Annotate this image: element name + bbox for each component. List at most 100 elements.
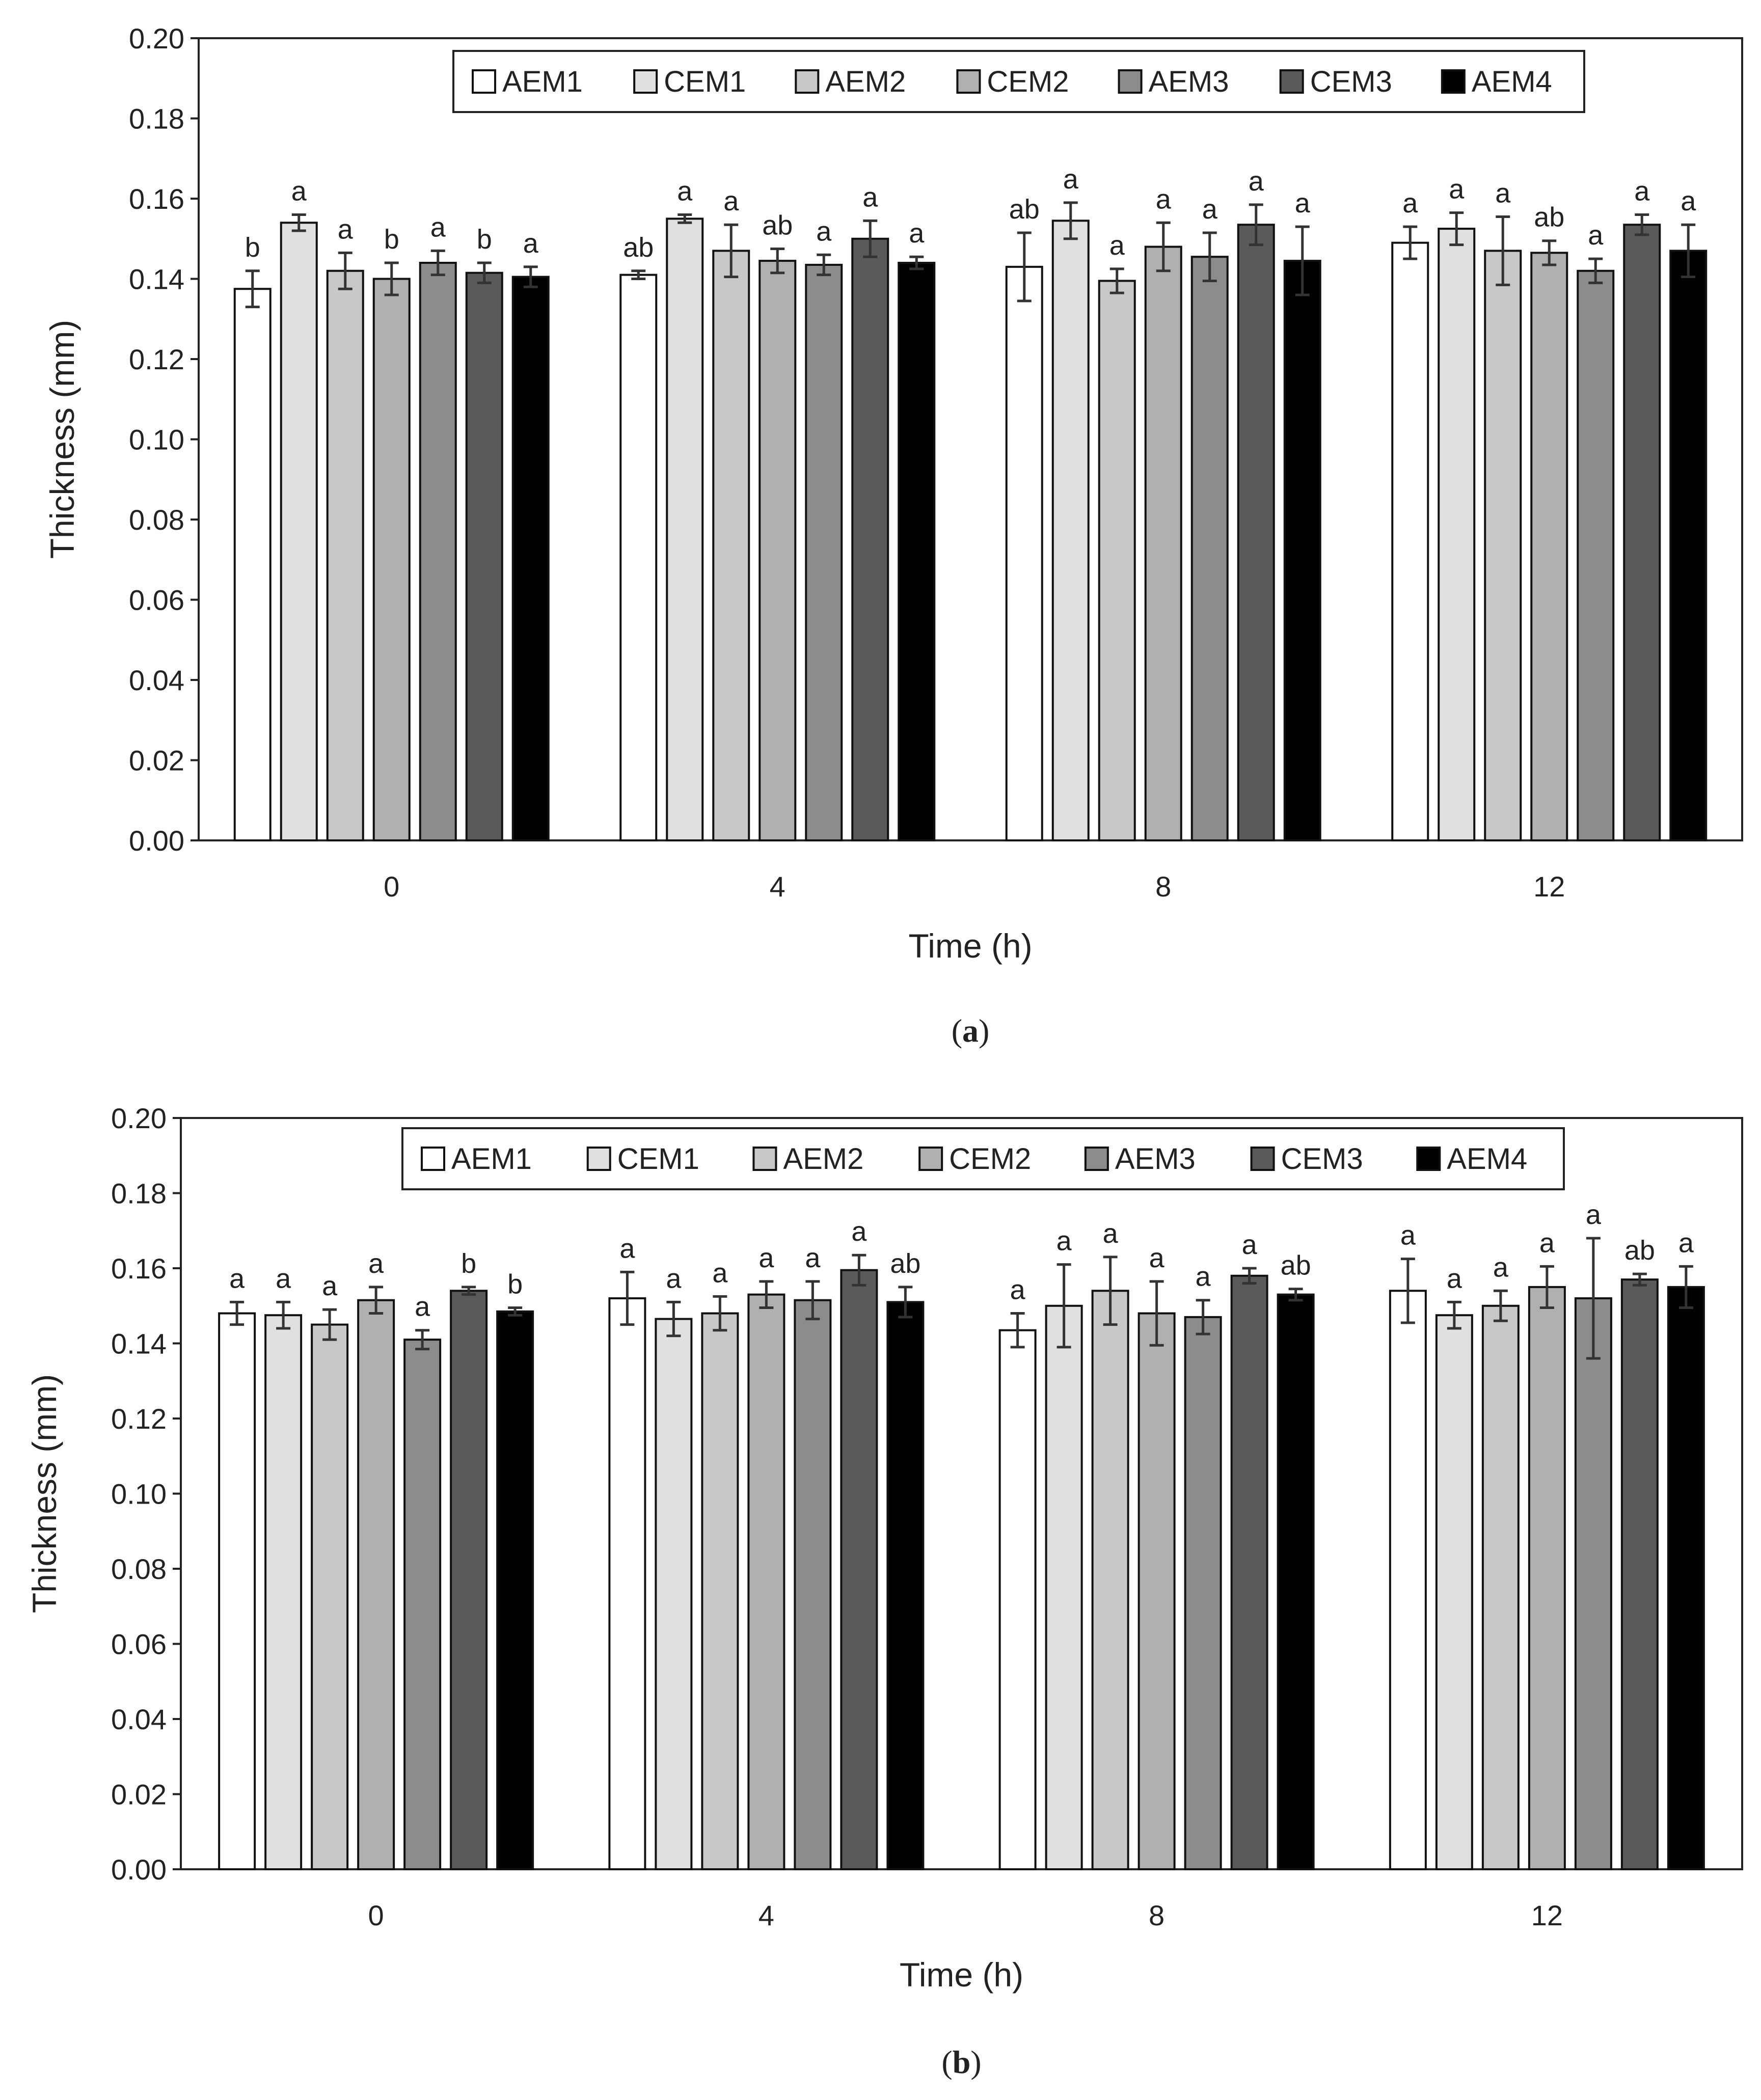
y-axis-label: Thickness (mm) <box>43 320 81 559</box>
y-tick-label: 0.16 <box>129 183 184 215</box>
significance-letter: a <box>712 1258 728 1288</box>
significance-letter: a <box>1539 1228 1555 1258</box>
bar-aem3 <box>1184 1316 1222 1870</box>
legend-label-aem4: AEM4 <box>1472 65 1552 98</box>
legend-swatch-cem2 <box>956 69 981 94</box>
bar-cem3 <box>1623 224 1661 841</box>
bar-aem4 <box>496 1310 534 1870</box>
y-tick-label: 0.00 <box>129 825 184 857</box>
significance-letter: a <box>1449 174 1465 205</box>
significance-letter: b <box>477 224 492 255</box>
x-axis-label: Time (h) <box>900 1956 1023 1994</box>
bar-cem2 <box>1528 1286 1566 1870</box>
significance-letter: a <box>1103 1218 1119 1249</box>
significance-letter: a <box>1156 184 1172 214</box>
y-tick-label: 0.12 <box>111 1403 167 1435</box>
x-tick-label: 4 <box>770 870 785 903</box>
significance-letter: a <box>851 1216 867 1247</box>
bar-aem3 <box>794 1299 832 1870</box>
bar-cem3 <box>1620 1278 1659 1870</box>
y-tick-label: 0.04 <box>111 1703 167 1735</box>
bar-cem2 <box>1137 1312 1176 1870</box>
significance-letter: a <box>677 176 693 207</box>
bar-aem3 <box>419 262 457 841</box>
y-tick-label: 0.02 <box>111 1779 167 1811</box>
significance-letter: ab <box>1009 194 1040 225</box>
legend-label-cem2: CEM2 <box>987 65 1069 98</box>
significance-letter: a <box>523 228 539 259</box>
legend-swatch-aem4 <box>1416 1147 1441 1171</box>
significance-letter: ab <box>762 210 793 240</box>
legend-label-cem3: CEM3 <box>1281 1142 1363 1176</box>
bar-aem2 <box>712 250 750 841</box>
chart-panel-a: 0.00 0.02 0.04 0.06 0.08 0.10 0.12 0.14 0.16 0.18… <box>43 22 1743 1049</box>
bar-aem4 <box>1277 1293 1315 1870</box>
legend-swatch-aem1 <box>421 1147 445 1171</box>
y-tick-label: 0.18 <box>111 1178 167 1210</box>
y-tick-label: 0.16 <box>111 1252 167 1285</box>
bar-cem3 <box>1237 224 1275 841</box>
significance-letter: a <box>1295 188 1311 219</box>
bar-aem3 <box>403 1339 442 1870</box>
significance-letter: a <box>1400 1220 1416 1251</box>
y-tick-label: 0.06 <box>111 1628 167 1660</box>
bar-aem4 <box>511 276 550 841</box>
bar-cem1 <box>666 217 704 841</box>
significance-letter: a <box>1634 176 1650 207</box>
bar-aem4 <box>1667 1286 1705 1870</box>
significance-letter: b <box>507 1269 523 1299</box>
bar-cem3 <box>465 271 503 841</box>
significance-letter: a <box>1681 186 1696 216</box>
significance-letter: a <box>1196 1262 1211 1292</box>
legend-label-aem1: AEM1 <box>502 65 583 98</box>
bar-cem3 <box>1230 1274 1268 1870</box>
significance-letter: ab <box>1624 1235 1655 1266</box>
significance-letter: a <box>1447 1263 1462 1294</box>
bar-aem1 <box>1391 241 1429 841</box>
significance-letter: a <box>276 1263 291 1294</box>
significance-letter: a <box>1678 1228 1694 1258</box>
legend-label-cem1: CEM1 <box>664 65 746 98</box>
panel-caption: (b) <box>941 2044 981 2080</box>
bar-aem2 <box>701 1312 739 1870</box>
significance-letter: a <box>229 1263 245 1294</box>
y-tick-label: 0.10 <box>111 1478 167 1510</box>
bar-aem1 <box>608 1297 646 1870</box>
significance-letter: ab <box>1534 202 1564 233</box>
legend-swatch-cem2 <box>918 1147 943 1171</box>
bar-aem2 <box>1091 1290 1129 1870</box>
legend-label-aem3: AEM3 <box>1149 65 1229 98</box>
legend-label-cem2: CEM2 <box>949 1142 1031 1176</box>
y-tick-label: 0.14 <box>111 1328 167 1360</box>
significance-letter: a <box>666 1263 682 1294</box>
legend-label-cem3: CEM3 <box>1310 65 1392 98</box>
significance-letter: b <box>461 1248 476 1279</box>
significance-letter: a <box>1149 1243 1165 1273</box>
significance-letter: a <box>1493 1252 1509 1283</box>
legend-swatch-cem3 <box>1279 69 1304 94</box>
y-tick-label: 0.00 <box>111 1853 167 1886</box>
y-tick-label: 0.06 <box>129 584 184 616</box>
significance-letter: b <box>384 224 399 255</box>
legend-swatch-aem3 <box>1118 69 1143 94</box>
significance-letter: a <box>1109 230 1125 261</box>
significance-letter: a <box>1495 178 1511 208</box>
legend-swatch-cem1 <box>586 1147 611 1171</box>
significance-letter: a <box>909 218 925 249</box>
bar-aem3 <box>1574 1297 1612 1870</box>
bar-aem4 <box>886 1301 925 1870</box>
significance-letter: a <box>338 214 354 244</box>
bar-cem2 <box>372 278 411 841</box>
legend-swatch-aem4 <box>1441 69 1466 94</box>
bar-cem3 <box>840 1269 878 1870</box>
significance-letter: a <box>1588 220 1604 251</box>
bar-aem1 <box>1389 1290 1427 1870</box>
y-tick-label: 0.20 <box>111 1102 167 1134</box>
bar-aem1 <box>1005 265 1043 841</box>
bar-cem3 <box>450 1290 488 1870</box>
bar-cem1 <box>264 1314 303 1870</box>
y-tick-label: 0.20 <box>129 22 184 54</box>
legend-swatch-aem2 <box>752 1147 777 1171</box>
legend-label-cem1: CEM1 <box>617 1142 699 1176</box>
